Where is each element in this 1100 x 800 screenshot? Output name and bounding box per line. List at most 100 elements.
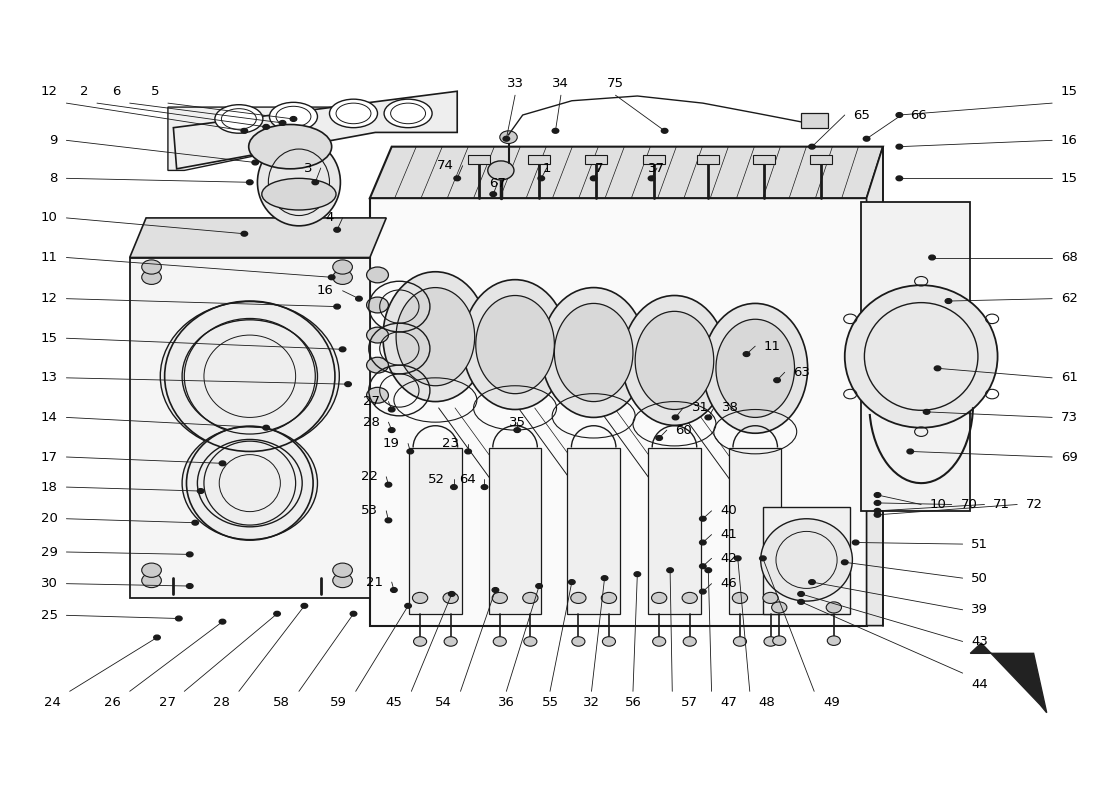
- Circle shape: [667, 568, 673, 573]
- Text: 30: 30: [41, 577, 57, 590]
- Text: 12: 12: [41, 292, 57, 305]
- Text: 45: 45: [386, 696, 403, 709]
- Text: 31: 31: [692, 402, 708, 414]
- Text: 48: 48: [759, 696, 775, 709]
- Polygon shape: [861, 202, 970, 511]
- Text: 62: 62: [1060, 292, 1078, 305]
- Text: 41: 41: [720, 528, 737, 541]
- Text: 16: 16: [317, 284, 334, 298]
- Ellipse shape: [383, 272, 487, 402]
- Polygon shape: [970, 643, 1047, 713]
- Text: 19: 19: [383, 437, 399, 450]
- Ellipse shape: [827, 636, 840, 646]
- Circle shape: [329, 275, 334, 280]
- Text: 47: 47: [720, 696, 737, 709]
- Ellipse shape: [682, 592, 697, 603]
- Polygon shape: [130, 218, 386, 258]
- Ellipse shape: [333, 270, 352, 285]
- Text: 12: 12: [41, 86, 57, 98]
- Text: 15: 15: [1060, 86, 1078, 98]
- Text: 3: 3: [304, 162, 312, 174]
- Ellipse shape: [384, 99, 432, 128]
- Circle shape: [661, 129, 668, 134]
- Text: 29: 29: [41, 546, 57, 558]
- Ellipse shape: [142, 563, 162, 578]
- Circle shape: [263, 426, 270, 430]
- Text: 5: 5: [151, 86, 160, 98]
- Text: 24: 24: [44, 696, 60, 709]
- Text: 65: 65: [854, 109, 870, 122]
- Text: 71: 71: [993, 498, 1010, 511]
- Circle shape: [454, 176, 461, 181]
- Polygon shape: [867, 146, 883, 626]
- Text: 39: 39: [971, 603, 988, 616]
- Ellipse shape: [683, 637, 696, 646]
- Text: 54: 54: [434, 696, 452, 709]
- Ellipse shape: [716, 319, 794, 418]
- Circle shape: [465, 449, 472, 454]
- Ellipse shape: [493, 637, 506, 646]
- Circle shape: [864, 136, 870, 141]
- Text: 67: 67: [490, 177, 506, 190]
- Text: 11: 11: [764, 340, 781, 353]
- Circle shape: [290, 117, 297, 122]
- Circle shape: [388, 428, 395, 433]
- Text: 32: 32: [583, 696, 600, 709]
- Ellipse shape: [463, 280, 568, 410]
- Text: 64: 64: [459, 473, 476, 486]
- Text: 56: 56: [625, 696, 641, 709]
- Text: 21: 21: [366, 575, 383, 589]
- Ellipse shape: [197, 439, 303, 527]
- Circle shape: [407, 449, 414, 454]
- Circle shape: [350, 611, 356, 616]
- Circle shape: [874, 509, 881, 514]
- Ellipse shape: [571, 592, 586, 603]
- Ellipse shape: [366, 327, 388, 343]
- Ellipse shape: [476, 295, 554, 394]
- Text: 8: 8: [50, 172, 57, 185]
- Text: 15: 15: [41, 332, 57, 345]
- Text: 43: 43: [971, 635, 988, 648]
- Polygon shape: [174, 91, 458, 169]
- Ellipse shape: [603, 637, 616, 646]
- Ellipse shape: [161, 302, 339, 451]
- Circle shape: [390, 588, 397, 592]
- Circle shape: [798, 599, 804, 604]
- Ellipse shape: [761, 518, 852, 601]
- Text: 20: 20: [41, 512, 57, 526]
- Circle shape: [334, 227, 340, 232]
- Polygon shape: [763, 507, 850, 614]
- Ellipse shape: [826, 602, 842, 613]
- Circle shape: [874, 501, 881, 506]
- Polygon shape: [168, 107, 375, 170]
- Circle shape: [908, 449, 913, 454]
- Circle shape: [191, 520, 198, 525]
- Text: eurospares: eurospares: [471, 435, 629, 459]
- Ellipse shape: [142, 260, 162, 274]
- Polygon shape: [648, 447, 701, 614]
- Circle shape: [241, 129, 248, 134]
- Circle shape: [219, 461, 225, 466]
- Ellipse shape: [763, 592, 778, 603]
- Circle shape: [514, 428, 520, 433]
- Text: 27: 27: [158, 696, 176, 709]
- Text: 60: 60: [675, 423, 692, 437]
- Ellipse shape: [487, 161, 514, 180]
- Text: 25: 25: [41, 609, 57, 622]
- Circle shape: [344, 382, 351, 386]
- Text: 75: 75: [607, 78, 624, 90]
- Circle shape: [339, 347, 345, 352]
- Circle shape: [405, 603, 411, 608]
- Ellipse shape: [249, 125, 332, 169]
- Text: 52: 52: [428, 473, 446, 486]
- Polygon shape: [370, 198, 867, 626]
- Circle shape: [591, 176, 597, 181]
- Text: 63: 63: [793, 366, 811, 378]
- Text: 28: 28: [213, 696, 230, 709]
- Text: 7: 7: [595, 162, 604, 174]
- Circle shape: [503, 136, 509, 141]
- Text: 18: 18: [41, 481, 57, 494]
- Polygon shape: [130, 258, 370, 598]
- Ellipse shape: [183, 426, 318, 539]
- Circle shape: [481, 485, 487, 490]
